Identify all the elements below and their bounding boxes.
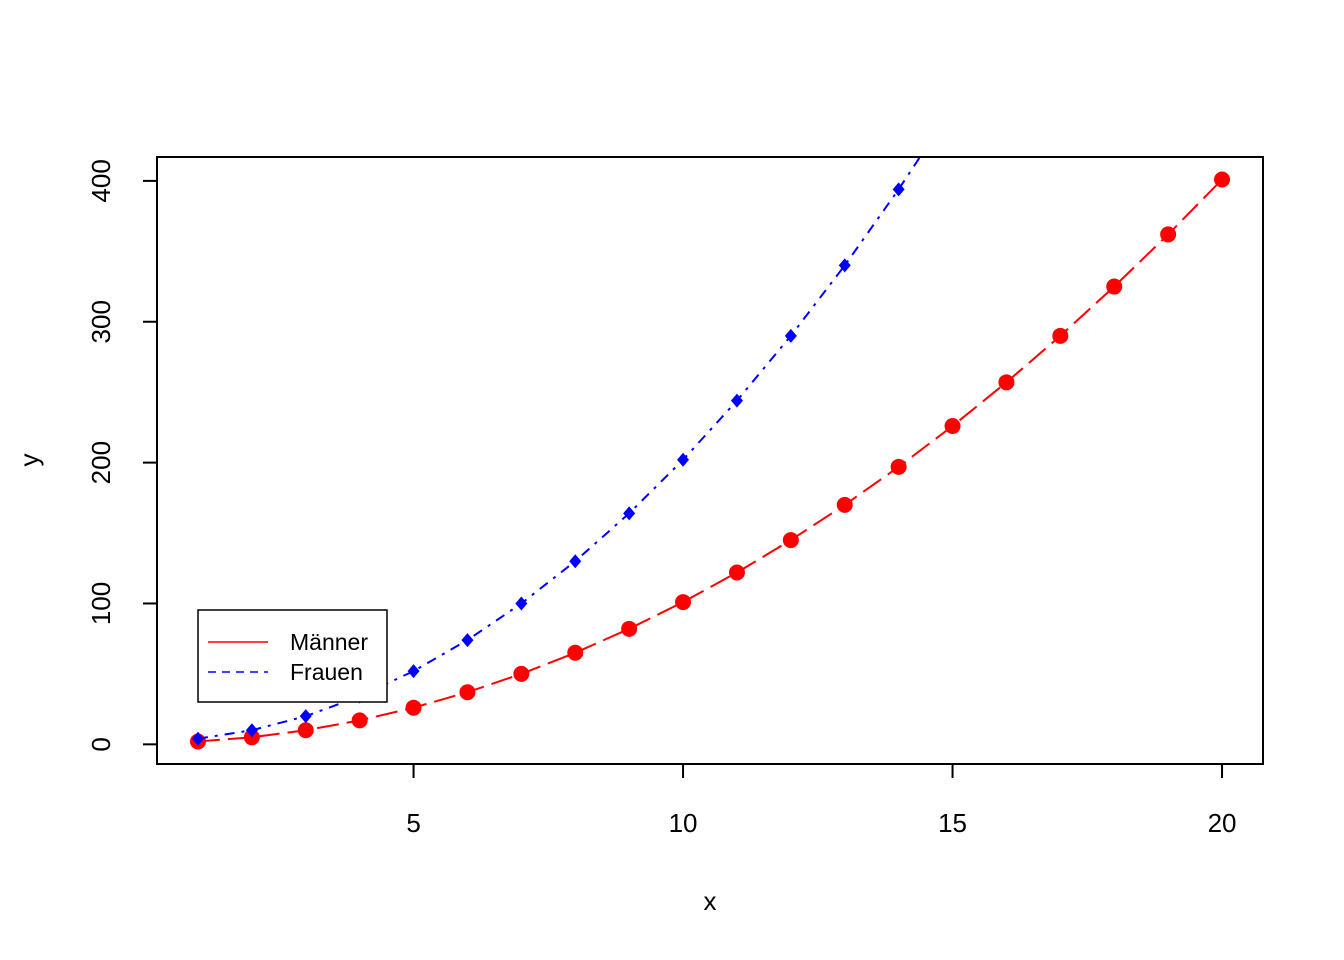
point — [1052, 327, 1069, 344]
point — [944, 417, 961, 434]
point — [677, 452, 690, 467]
point — [621, 620, 638, 637]
point — [515, 596, 528, 611]
point — [728, 564, 745, 581]
point — [838, 258, 851, 273]
x-tick-label: 15 — [938, 808, 967, 838]
x-tick-label: 20 — [1208, 808, 1237, 838]
point — [461, 633, 474, 648]
point — [245, 723, 258, 738]
x-tick-label: 5 — [406, 808, 420, 838]
x-tick-label: 10 — [669, 808, 698, 838]
point — [730, 393, 743, 408]
point — [351, 712, 368, 729]
y-tick-label: 0 — [86, 737, 116, 751]
point — [569, 554, 582, 569]
point — [407, 664, 420, 679]
point — [459, 684, 476, 701]
y-tick-label: 400 — [86, 159, 116, 202]
point — [890, 458, 907, 475]
legend-label: Frauen — [290, 659, 363, 685]
point — [892, 182, 905, 197]
legend-box — [197, 609, 388, 703]
point — [299, 709, 312, 724]
point — [513, 665, 530, 682]
y-tick-label: 200 — [86, 441, 116, 484]
point — [623, 506, 636, 521]
point — [784, 328, 797, 343]
point — [243, 729, 260, 746]
point — [1106, 278, 1123, 295]
plot-area — [189, 101, 1231, 750]
legend-label: Männer — [290, 629, 368, 655]
point — [567, 644, 584, 661]
point — [191, 731, 204, 746]
y-axis-label: y — [14, 454, 44, 467]
x-axis-label: x — [704, 886, 717, 916]
point — [405, 699, 422, 716]
point — [297, 722, 314, 739]
point — [1214, 171, 1231, 188]
point — [947, 101, 959, 115]
y-tick-label: 100 — [86, 582, 116, 625]
point — [675, 594, 692, 611]
point — [836, 496, 853, 513]
y-tick-label: 300 — [86, 300, 116, 343]
point — [998, 374, 1015, 391]
point — [1160, 226, 1177, 243]
point — [782, 532, 799, 549]
